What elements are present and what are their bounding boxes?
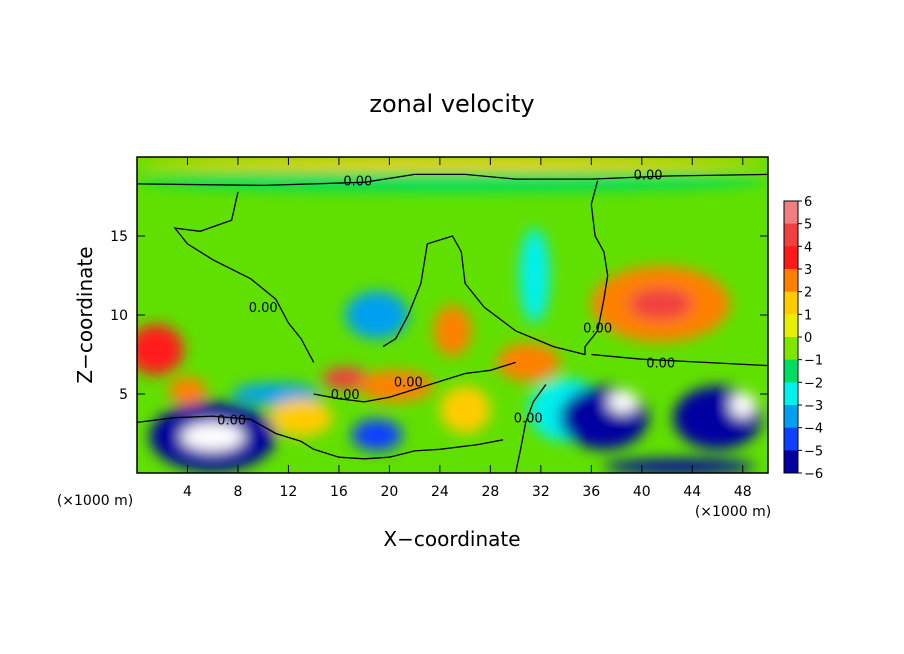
y-tick-label: 5 [119,387,128,403]
x-axis-ticks: 4 8 12 16 20 24 28 32 36 40 44 48 [183,157,752,500]
colorbar-swatch [784,201,798,225]
field-feature [322,367,368,390]
colorbar-swatch [784,427,798,451]
colorbar-label: −1 [804,354,823,369]
x-tick-label: 28 [481,484,499,500]
contour-line [313,361,516,403]
field-feature [607,390,639,413]
field-feature [168,376,207,406]
colorbar: 6 5 4 3 2 1 0 −1 −2 −3 −4 −5 −6 [783,195,823,482]
field-feature [137,169,768,192]
chart-title: zonal velocity [369,90,534,118]
field-feature [433,305,472,357]
colorbar-label: 4 [804,240,812,255]
contour-line [591,353,768,367]
field-feature [496,343,560,382]
colorbar-label: −4 [804,422,823,437]
x-tick-label: 16 [330,484,348,500]
colorbar-swatch [784,450,798,474]
x-axis-unit-left: (×1000 m) [57,493,133,509]
field-feature [345,291,409,339]
contour-label: 0.00 [331,388,360,403]
contour-lines [137,173,768,473]
colorbar-label: 6 [804,195,812,210]
field-feature [439,386,491,434]
contour-line [173,191,315,363]
x-tick-label: 8 [233,484,242,500]
plot-area [137,157,768,473]
contour-line [137,415,504,460]
colorbar-swatch [784,405,798,429]
colorbar-swatch [784,291,798,315]
x-tick-label: 40 [633,484,651,500]
y-axis-label: Z−coordinate [73,246,97,383]
contour-line [382,180,609,356]
colorbar-label: 0 [804,331,812,346]
field-feature [357,370,434,402]
contour-line [514,384,547,473]
contour-label: 0.00 [583,322,612,337]
x-tick-label: 36 [582,484,600,500]
x-tick-label: 12 [280,484,298,500]
x-axis-unit-right: (×1000 m) [695,504,771,520]
field-feature [519,228,550,323]
field-feature [351,419,403,451]
field-feature [137,324,184,376]
field-feature [629,288,693,320]
colorbar-label: 5 [804,218,812,233]
field-feature [137,157,768,170]
velocity-field [137,157,768,473]
y-tick-label: 10 [110,308,128,324]
contour-label: 0.00 [394,375,423,390]
y-axis-ticks: 5 10 15 [110,229,768,403]
colorbar-label: −6 [804,467,823,482]
colorbar-swatch [784,382,798,406]
colorbar-label: 3 [804,263,812,278]
y-tick-label: 15 [110,229,128,245]
colorbar-label: 2 [804,286,812,301]
field-feature [730,392,756,418]
colorbar-swatch [784,314,798,338]
contour-label: 0.00 [249,301,278,316]
contour-label: 0.00 [217,413,246,428]
field-feature [603,458,756,473]
colorbar-swatch [784,223,798,247]
contour-label: 0.00 [634,168,663,183]
x-tick-label: 20 [380,484,398,500]
x-tick-label: 44 [683,484,701,500]
contour-label: 0.00 [343,175,372,190]
colorbar-swatch [784,337,798,361]
colorbar-swatch [784,246,798,270]
colorbar-swatch [784,359,798,383]
colorbar-label: −3 [804,399,823,414]
x-tick-label: 32 [532,484,550,500]
contour-label: 0.00 [514,412,543,427]
field-feature [269,398,333,437]
colorbar-label: 1 [804,308,812,323]
colorbar-label: −5 [804,444,823,459]
contour-labels: 0.00 0.00 0.00 0.00 0.00 0.00 0.00 0.00 0.00 [217,168,675,428]
x-tick-label: 48 [734,484,752,500]
x-axis-label: X−coordinate [383,527,520,551]
x-tick-label: 4 [183,484,192,500]
x-tick-label: 24 [431,484,449,500]
field-feature [181,422,245,451]
colorbar-label: −2 [804,376,823,391]
colorbar-swatch [784,269,798,293]
contour-line [137,173,768,187]
contour-label: 0.00 [646,356,675,371]
